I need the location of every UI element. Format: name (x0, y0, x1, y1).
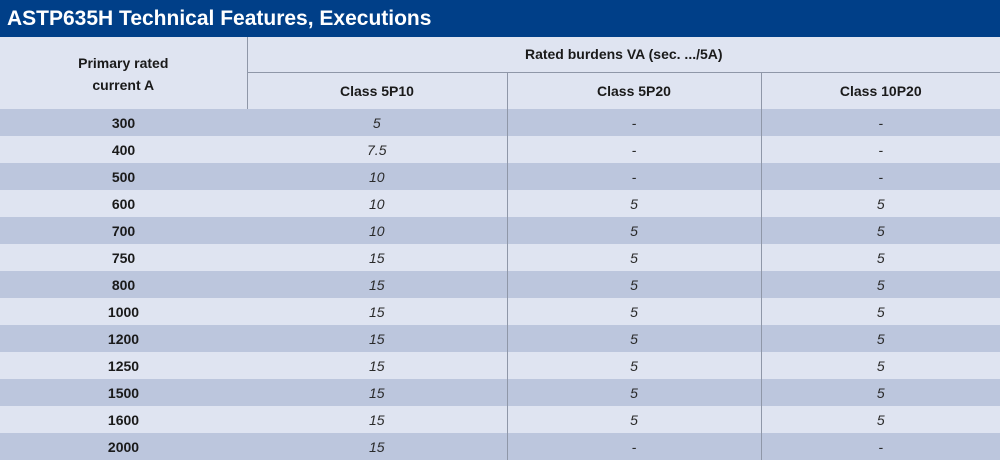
primary-current-cell: 300 (0, 109, 247, 136)
class-5p10-cell: 15 (247, 271, 508, 298)
class-5p10-cell: 10 (247, 163, 508, 190)
primary-current-cell: 400 (0, 136, 247, 163)
table-row: 1250 15 5 5 (0, 352, 1000, 379)
primary-current-cell: 600 (0, 190, 247, 217)
table-row: 1000 15 5 5 (0, 298, 1000, 325)
class-5p20-cell: 5 (507, 352, 762, 379)
primary-current-cell: 1250 (0, 352, 247, 379)
class-5p10-cell: 10 (247, 217, 508, 244)
class-5p10-cell: 15 (247, 352, 508, 379)
table-row: 500 10 - - (0, 163, 1000, 190)
class-5p20-cell: 5 (507, 406, 762, 433)
class-5p10-cell: 5 (247, 109, 508, 136)
class-10p20-cell: 5 (761, 244, 1000, 271)
class-5p20-cell: 5 (507, 298, 762, 325)
class-5p20-header: Class 5P20 (507, 72, 762, 109)
table-row: 800 15 5 5 (0, 271, 1000, 298)
class-10p20-cell: 5 (761, 379, 1000, 406)
class-5p20-cell: 5 (507, 271, 762, 298)
class-10p20-cell: - (761, 136, 1000, 163)
table-row: 1600 15 5 5 (0, 406, 1000, 433)
primary-current-cell: 500 (0, 163, 247, 190)
class-5p20-cell: - (507, 433, 762, 460)
table-row: 300 5 - - (0, 109, 1000, 136)
table-row: 600 10 5 5 (0, 190, 1000, 217)
rated-burdens-header: Rated burdens VA (sec. .../5A) (247, 37, 1000, 73)
primary-header-line2: current A (92, 77, 155, 93)
class-10p20-cell: 5 (761, 406, 1000, 433)
primary-current-cell: 700 (0, 217, 247, 244)
class-5p10-cell: 7.5 (247, 136, 508, 163)
class-5p10-cell: 15 (247, 406, 508, 433)
class-10p20-cell: 5 (761, 190, 1000, 217)
primary-current-cell: 1000 (0, 298, 247, 325)
table-row: 1500 15 5 5 (0, 379, 1000, 406)
table-row: 700 10 5 5 (0, 217, 1000, 244)
primary-current-header: Primary rated current A (0, 37, 248, 109)
class-5p20-cell: 5 (507, 325, 762, 352)
class-10p20-cell: 5 (761, 271, 1000, 298)
primary-current-cell: 1200 (0, 325, 247, 352)
table-body: 300 5 - - 400 7.5 - - 500 10 - - 600 10 … (0, 109, 1000, 460)
class-10p20-cell: 5 (761, 298, 1000, 325)
class-5p20-cell: 5 (507, 379, 762, 406)
class-10p20-cell: 5 (761, 217, 1000, 244)
class-10p20-cell: - (761, 109, 1000, 136)
class-5p10-cell: 15 (247, 244, 508, 271)
class-10p20-cell: 5 (761, 325, 1000, 352)
class-5p20-cell: 5 (507, 244, 762, 271)
table-row: 750 15 5 5 (0, 244, 1000, 271)
page-title: ASTP635H Technical Features, Executions (0, 0, 1000, 37)
class-5p10-cell: 15 (247, 433, 508, 460)
primary-current-cell: 1600 (0, 406, 247, 433)
executions-table: Primary rated current A Rated burdens VA… (0, 37, 1000, 460)
class-5p10-cell: 15 (247, 379, 508, 406)
executions-table-wrapper: Primary rated current A Rated burdens VA… (0, 37, 1000, 460)
class-5p20-cell: 5 (507, 217, 762, 244)
table-row: 2000 15 - - (0, 433, 1000, 460)
table-row: 1200 15 5 5 (0, 325, 1000, 352)
class-5p20-cell: - (507, 163, 762, 190)
class-10p20-cell: - (761, 433, 1000, 460)
primary-current-cell: 750 (0, 244, 247, 271)
primary-current-cell: 800 (0, 271, 247, 298)
class-5p10-cell: 15 (247, 325, 508, 352)
table-row: 400 7.5 - - (0, 136, 1000, 163)
primary-current-cell: 1500 (0, 379, 247, 406)
class-10p20-header: Class 10P20 (761, 72, 1000, 109)
primary-header-line1: Primary rated (78, 55, 169, 71)
class-5p10-cell: 10 (247, 190, 508, 217)
class-5p20-cell: - (507, 109, 762, 136)
primary-current-cell: 2000 (0, 433, 247, 460)
class-5p10-cell: 15 (247, 298, 508, 325)
class-5p20-cell: 5 (507, 190, 762, 217)
class-10p20-cell: 5 (761, 352, 1000, 379)
class-10p20-cell: - (761, 163, 1000, 190)
class-5p10-header: Class 5P10 (247, 72, 508, 109)
class-5p20-cell: - (507, 136, 762, 163)
